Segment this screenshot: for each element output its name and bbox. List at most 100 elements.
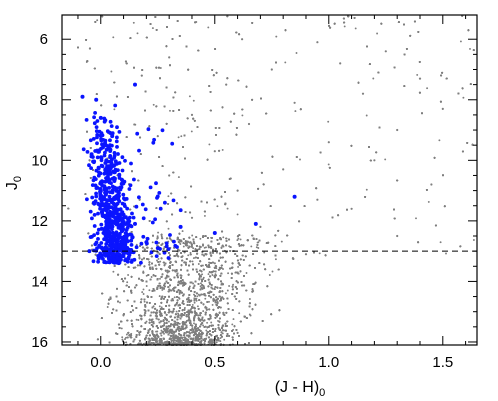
gray-point xyxy=(284,61,287,64)
gray-point xyxy=(232,318,235,321)
gray-point xyxy=(304,253,308,256)
gray-point xyxy=(196,305,199,308)
gray-point xyxy=(188,285,191,288)
gray-point xyxy=(271,270,274,273)
gray-point xyxy=(211,303,214,306)
gray-point xyxy=(96,19,99,22)
gray-point xyxy=(226,289,229,292)
gray-point xyxy=(210,321,213,324)
gray-point xyxy=(126,281,129,284)
gray-point xyxy=(427,200,430,203)
gray-point xyxy=(175,310,178,313)
gray-point xyxy=(462,96,465,99)
gray-point xyxy=(299,158,301,161)
gray-point xyxy=(223,338,226,341)
gray-point xyxy=(127,274,130,276)
gray-point xyxy=(191,260,194,263)
gray-point xyxy=(145,320,148,323)
gray-point xyxy=(182,293,185,296)
gray-point xyxy=(227,272,230,275)
gray-point xyxy=(186,300,189,303)
gray-point xyxy=(472,239,475,241)
gray-point xyxy=(225,83,228,86)
gray-point xyxy=(156,330,159,333)
gray-point xyxy=(112,36,115,39)
gray-point xyxy=(239,238,242,241)
gray-point xyxy=(249,314,252,317)
gray-point xyxy=(237,237,240,240)
gray-point xyxy=(441,107,444,110)
gray-point xyxy=(257,247,260,249)
gray-point xyxy=(137,319,140,321)
gray-point xyxy=(318,252,321,255)
gray-point xyxy=(159,260,162,263)
gray-point xyxy=(140,74,143,77)
gray-point xyxy=(439,241,442,244)
gray-point xyxy=(119,301,121,304)
gray-point xyxy=(202,324,205,327)
gray-point xyxy=(250,245,253,248)
gray-point xyxy=(192,282,195,285)
gray-point xyxy=(159,67,162,69)
gray-point xyxy=(145,285,148,287)
gray-point xyxy=(275,35,278,38)
gray-point xyxy=(255,246,258,249)
gray-point xyxy=(190,130,193,133)
gray-point xyxy=(120,327,123,330)
gray-point xyxy=(327,141,330,144)
gray-point xyxy=(199,237,202,240)
gray-point xyxy=(192,240,195,243)
gray-point xyxy=(113,108,116,111)
gray-point xyxy=(179,243,182,245)
gray-point xyxy=(121,338,124,341)
gray-point xyxy=(426,87,429,90)
gray-point xyxy=(208,300,210,303)
gray-point xyxy=(161,288,164,291)
gray-point xyxy=(124,336,127,339)
gray-point xyxy=(157,257,160,260)
gray-point xyxy=(178,322,181,325)
gray-point xyxy=(270,68,273,71)
gray-point xyxy=(201,264,204,267)
gray-point xyxy=(208,143,211,146)
gray-point xyxy=(143,300,146,303)
gray-point xyxy=(396,234,399,238)
gray-point xyxy=(110,70,113,73)
gray-point xyxy=(168,174,171,177)
gray-point xyxy=(282,168,285,171)
gray-point xyxy=(190,216,194,219)
gray-point xyxy=(224,292,227,295)
gray-point xyxy=(142,293,145,295)
gray-point xyxy=(202,276,205,279)
gray-point xyxy=(316,198,319,201)
gray-point xyxy=(173,296,176,299)
gray-point xyxy=(183,306,186,309)
gray-point xyxy=(215,267,218,270)
gray-point xyxy=(169,328,172,331)
gray-point xyxy=(203,214,206,217)
gray-point xyxy=(160,329,163,332)
gray-point xyxy=(205,329,208,332)
gray-point xyxy=(160,306,163,309)
gray-point xyxy=(192,99,195,102)
gray-point xyxy=(430,183,433,186)
gray-point xyxy=(150,276,153,278)
gray-point xyxy=(181,230,184,233)
gray-point xyxy=(169,109,171,112)
gray-point xyxy=(177,176,180,179)
gray-point xyxy=(259,225,262,228)
gray-point xyxy=(202,243,204,246)
gray-point xyxy=(192,247,195,250)
gray-point xyxy=(384,158,387,161)
gray-point xyxy=(158,305,161,308)
gray-point xyxy=(206,321,209,324)
series-gray-points xyxy=(67,14,475,346)
gray-point xyxy=(221,148,224,151)
gray-point xyxy=(211,274,214,276)
gray-point xyxy=(167,320,170,323)
gray-point xyxy=(199,282,202,285)
gray-point xyxy=(136,32,139,35)
gray-point xyxy=(372,77,375,80)
gray-point xyxy=(156,259,158,262)
gray-point xyxy=(231,323,234,326)
